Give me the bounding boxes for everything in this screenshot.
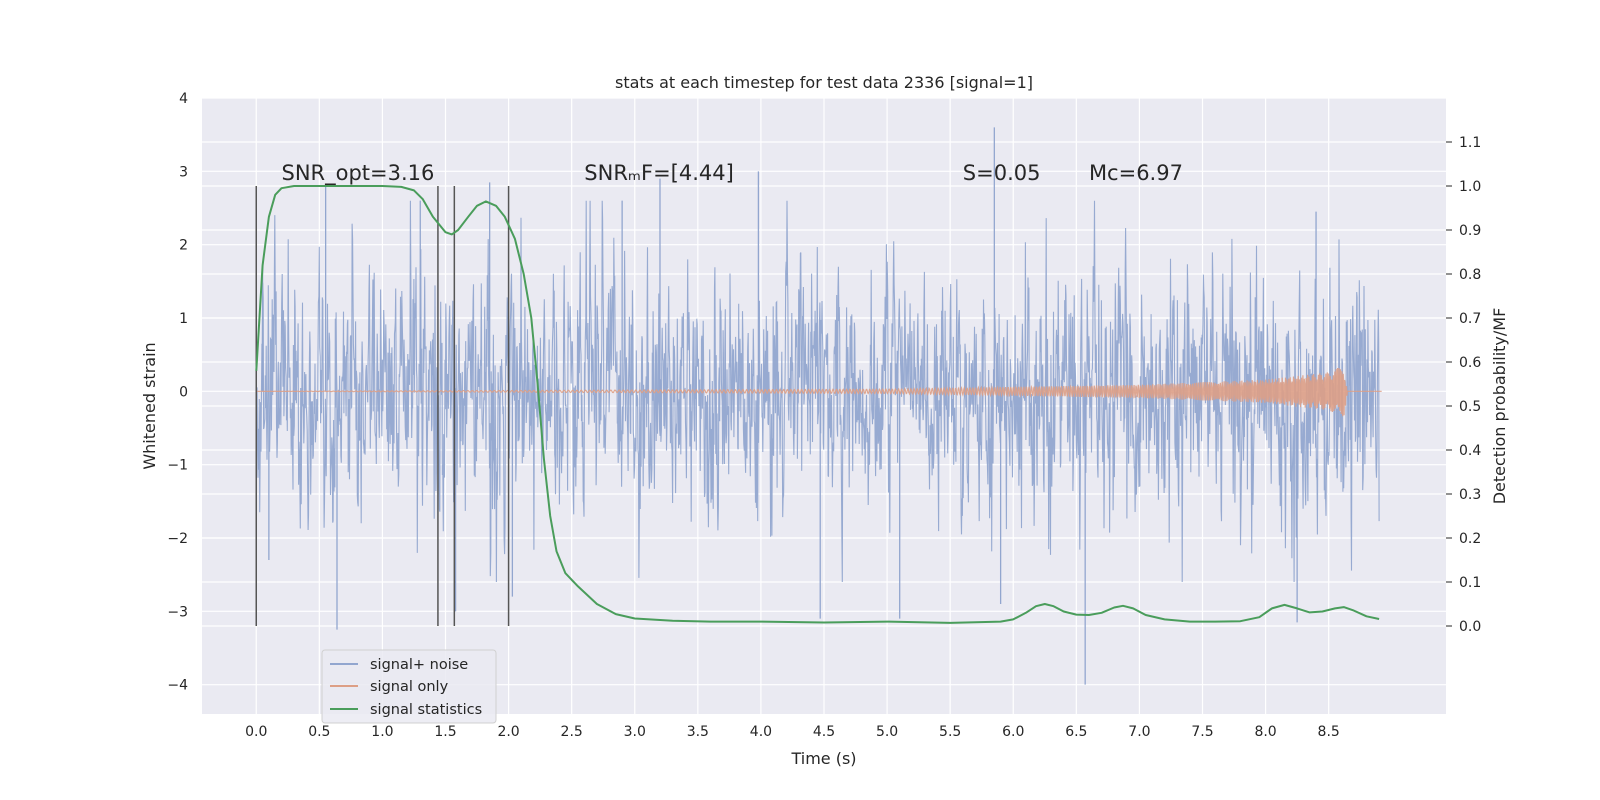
y2-tick-label: 0.9: [1459, 223, 1481, 239]
legend-label-signal-statistics: signal statistics: [370, 702, 482, 718]
x-tick-label: 2.0: [497, 724, 519, 740]
y2-tick-label: 0.6: [1459, 355, 1481, 371]
y-tick-label: −2: [167, 531, 188, 547]
x-tick-label: 6.5: [1065, 724, 1087, 740]
x-tick-label: 7.5: [1191, 724, 1213, 740]
noise-layer: [255, 127, 1380, 685]
x-tick-label: 7.0: [1128, 724, 1150, 740]
annotation-layer: SNR_opt=3.16 SNRₘF=[4.44] S=0.05 Mc=6.97: [281, 161, 1182, 186]
x-axis-label: Time (s): [790, 749, 856, 768]
signal-only-trace: [256, 367, 1382, 417]
x-tick-label: 4.5: [813, 724, 835, 740]
signal-layer: [256, 367, 1382, 417]
y2-tick-label: 0.7: [1459, 311, 1481, 327]
tick-layer: 0.0 0.5 1.0 1.5 2.0 2.5 3.0 3.5 4.0 4.5 5.0 5.5 6.0 6…: [167, 91, 1481, 740]
x-tick-label: 5.0: [876, 724, 898, 740]
y-axis-label: Whitened strain: [140, 342, 159, 469]
y-tick-label: −3: [167, 604, 188, 620]
x-tick-label: 1.5: [434, 724, 456, 740]
legend-label-signal-only: signal only: [370, 679, 449, 695]
x-tick-label: 3.0: [624, 724, 646, 740]
x-tick-label: 5.5: [939, 724, 961, 740]
x-tick-label: 6.0: [1002, 724, 1024, 740]
x-tick-label: 0.0: [245, 724, 267, 740]
y-tick-label: −4: [167, 678, 188, 694]
x-tick-label: 3.5: [687, 724, 709, 740]
y-tick-label: 2: [179, 238, 188, 254]
y-tick-label: 4: [179, 91, 188, 107]
signal-statistics-line: [255, 185, 1380, 624]
y2-tick-label: 0.4: [1459, 443, 1481, 459]
chart-title: stats at each timestep for test data 233…: [615, 73, 1033, 92]
y2-tick-label: 0.0: [1459, 619, 1481, 635]
y2-tick-label: 1.1: [1459, 135, 1481, 151]
x-tick-label: 1.0: [371, 724, 393, 740]
y2-axis-label: Detection probability/MF: [1490, 308, 1509, 505]
y-tick-label: 0: [179, 384, 188, 400]
x-tick-label: 2.5: [561, 724, 583, 740]
y-tick-label: 3: [179, 164, 188, 180]
noise-trace: [255, 200, 1380, 583]
y2-tick-label: 0.2: [1459, 531, 1481, 547]
y2-tick-label: 0.1: [1459, 575, 1481, 591]
y2-tick-label: 0.5: [1459, 399, 1481, 415]
y-tick-label: 1: [179, 311, 188, 327]
y2-tick-label: 0.8: [1459, 267, 1481, 283]
x-tick-label: 0.5: [308, 724, 330, 740]
y2-tick-label: 0.3: [1459, 487, 1481, 503]
x-tick-label: 8.5: [1318, 724, 1340, 740]
annotation-snr-opt: SNR_opt=3.16: [281, 161, 434, 186]
annotation-snr-mf: SNRₘF=[4.44]: [584, 161, 734, 185]
legend-box: [321, 649, 497, 724]
x-tick-label: 8.0: [1254, 724, 1276, 740]
vertical-lines-layer: [255, 186, 510, 626]
legend: signal+ noise signal only signal statist…: [321, 649, 497, 724]
legend-label-signal-noise: signal+ noise: [370, 657, 468, 673]
annotation-s-value: S=0.05: [963, 161, 1041, 185]
annotation-mc-value: Mc=6.97: [1089, 161, 1183, 185]
x-tick-label: 4.0: [750, 724, 772, 740]
y-tick-label: −1: [167, 458, 188, 474]
y2-tick-label: 1.0: [1459, 179, 1481, 195]
statistics-layer: [255, 185, 1380, 624]
